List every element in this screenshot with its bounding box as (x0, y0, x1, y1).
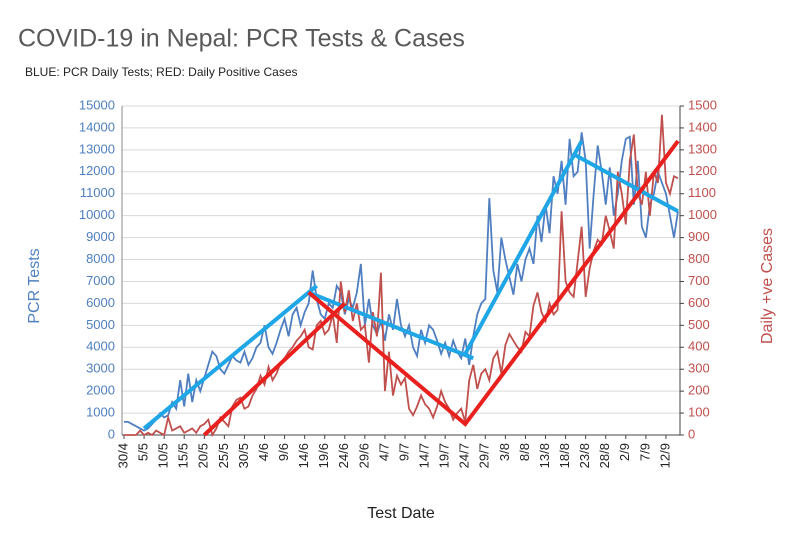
x-tick-label: 19/6 (316, 443, 331, 468)
x-tick-label: 29/7 (477, 443, 492, 468)
x-tick-label: 14/6 (296, 443, 311, 468)
y2-tick-label: 1500 (688, 97, 717, 112)
y2-tick-label: 800 (688, 251, 710, 266)
y-tick-label: 1000 (86, 405, 115, 420)
y-tick-label: 3000 (86, 361, 115, 376)
y2-tick-label: 1200 (688, 163, 717, 178)
x-tick-label: 15/5 (176, 443, 191, 468)
x-tick-label: 30/5 (236, 443, 251, 468)
y2-tick-label: 1100 (688, 185, 716, 200)
x-tick-label: 18/8 (557, 443, 572, 468)
y-tick-label: 14000 (79, 119, 115, 134)
trend-line (572, 152, 679, 214)
y-tick-label: 8000 (86, 251, 115, 266)
x-tick-label: 19/7 (437, 443, 452, 468)
y-tick-label: 12000 (79, 163, 115, 178)
trend-line (307, 139, 680, 427)
y-tick-label: 4000 (86, 339, 115, 354)
x-tick-label: 3/8 (497, 443, 512, 461)
y2-tick-label: 700 (688, 273, 710, 288)
y2-tick-label: 1000 (688, 207, 717, 222)
x-axis-label: Test Date (367, 505, 435, 522)
x-tick-label: 23/8 (577, 443, 592, 468)
y2-tick-label: 400 (688, 339, 710, 354)
x-tick-label: 2/9 (617, 443, 632, 461)
y2-tick-label: 500 (688, 317, 710, 332)
series-line (124, 114, 679, 438)
y-tick-label: 2000 (86, 383, 115, 398)
y2-tick-label: 900 (688, 229, 710, 244)
trend-line (202, 301, 347, 437)
chart-subtitle: BLUE: PCR Daily Tests; RED: Daily Positi… (25, 65, 298, 79)
x-tick-label: 14/7 (417, 443, 432, 468)
y-tick-label: 7000 (86, 273, 115, 288)
y2-tick-label: 300 (688, 361, 710, 376)
y2-tick-label: 100 (688, 405, 710, 420)
y2-tick-label: 1300 (688, 141, 717, 156)
y-tick-label: 10000 (79, 207, 115, 222)
x-tick-label: 4/6 (256, 443, 271, 461)
chart-title: COVID-19 in Nepal: PCR Tests & Cases (18, 25, 465, 53)
x-tick-label: 20/5 (196, 443, 211, 468)
y2-tick-label: 0 (688, 426, 695, 441)
x-tick-label: 24/7 (457, 443, 472, 468)
x-tick-label: 13/8 (537, 443, 552, 468)
y-tick-label: 5000 (86, 317, 115, 332)
x-tick-label: 28/8 (597, 443, 612, 468)
x-tick-label: 9/7 (396, 443, 411, 461)
x-tick-label: 10/5 (156, 443, 171, 468)
x-tick-label: 30/4 (115, 443, 130, 468)
y-axis-label: PCR Tests (26, 248, 43, 323)
y-tick-label: 11000 (80, 185, 115, 200)
y-tick-label: 9000 (86, 229, 115, 244)
x-tick-label: 9/6 (276, 443, 291, 461)
y-tick-label: 0 (108, 426, 115, 441)
y2-tick-label: 200 (688, 383, 710, 398)
x-tick-label: 24/6 (336, 443, 351, 468)
trend-line (307, 290, 475, 361)
x-tick-label: 12/9 (657, 443, 672, 468)
x-tick-label: 7/9 (637, 443, 652, 461)
x-tick-label: 8/8 (517, 443, 532, 461)
y2-tick-label: 600 (688, 295, 710, 310)
y-tick-label: 13000 (79, 141, 115, 156)
x-tick-label: 29/6 (356, 443, 371, 468)
x-tick-label: 25/5 (216, 443, 231, 468)
y2-axis-label: Daily +ve Cases (759, 228, 776, 344)
trend-line (142, 284, 318, 430)
trend-line (463, 140, 584, 355)
x-tick-label: 4/7 (376, 443, 391, 461)
y-tick-label: 6000 (86, 295, 115, 310)
y2-tick-label: 1400 (688, 119, 717, 134)
y-tick-label: 15000 (79, 97, 115, 112)
x-tick-label: 5/5 (136, 443, 151, 461)
